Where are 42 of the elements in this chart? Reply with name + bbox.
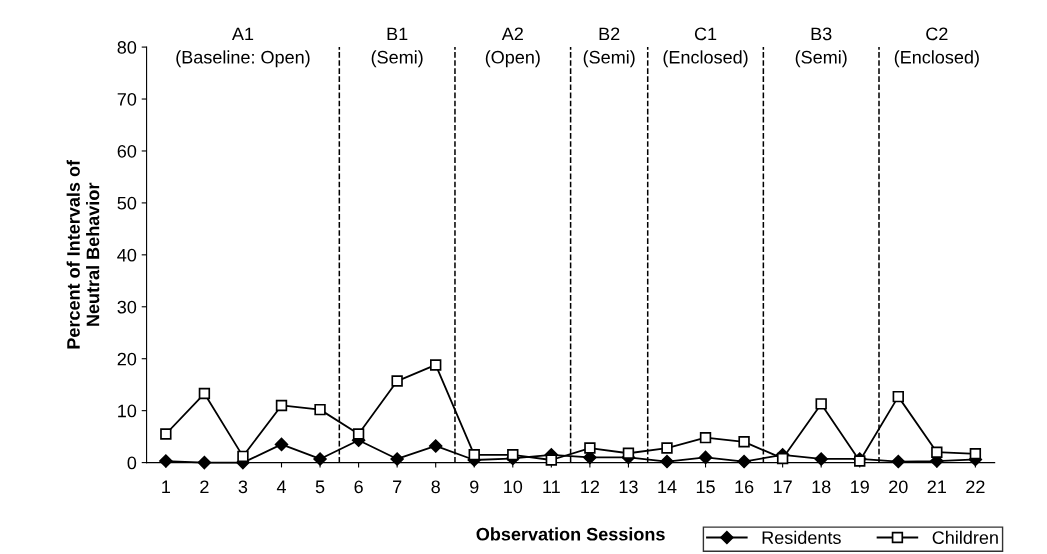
y-tick-label: 50 xyxy=(117,196,137,210)
annotation: C2 (Enclosed) xyxy=(894,27,979,68)
x-tick-label: 6 xyxy=(354,480,363,494)
x-tick-label: 12 xyxy=(581,480,600,494)
legend-label: Residents xyxy=(762,530,841,545)
x-axis-title: Observation Sessions xyxy=(476,527,665,541)
y-tick-label: 80 xyxy=(117,41,137,54)
x-tick-label: 18 xyxy=(812,480,831,494)
x-tick-label: 15 xyxy=(696,480,715,494)
x-tick-label: 2 xyxy=(200,480,209,494)
legend-label: Children xyxy=(932,530,998,545)
x-tick-label: 8 xyxy=(431,480,440,494)
annotation: A2 (Open) xyxy=(485,27,540,68)
y-tick-label: 0 xyxy=(127,456,137,470)
x-tick-label: 13 xyxy=(619,480,638,494)
annotation: B2 (Semi) xyxy=(583,27,635,68)
x-tick-label: 16 xyxy=(735,480,754,494)
annotation: A1 (Baseline: Open) xyxy=(176,27,310,68)
y-tick-label: 60 xyxy=(117,144,137,158)
y-tick-label: 10 xyxy=(118,404,137,418)
x-tick-label: 14 xyxy=(658,480,677,494)
x-tick-label: 11 xyxy=(543,480,560,494)
x-tick-label: 20 xyxy=(889,480,908,494)
x-tick-label: 22 xyxy=(966,480,985,494)
x-tick-label: 1 xyxy=(162,480,170,494)
x-tick-label: 10 xyxy=(504,480,523,494)
x-tick-label: 4 xyxy=(276,480,286,494)
x-tick-label: 17 xyxy=(773,480,792,494)
x-tick-label: 21 xyxy=(927,480,946,494)
y-tick-label: 40 xyxy=(117,248,137,262)
x-tick-label: 9 xyxy=(470,480,479,494)
annotation: B1 (Semi) xyxy=(371,27,423,68)
annotation: B3 (Semi) xyxy=(795,27,847,68)
y-tick-label: 20 xyxy=(117,352,137,366)
x-tick-label: 5 xyxy=(315,480,325,494)
y-tick-label: 70 xyxy=(117,92,137,106)
annotation: C1 (Enclosed) xyxy=(663,27,748,68)
x-tick-label: 19 xyxy=(851,480,869,494)
x-tick-label: 7 xyxy=(393,480,402,494)
y-tick-label: 30 xyxy=(117,300,137,314)
x-tick-label: 3 xyxy=(238,480,248,494)
y-axis-title: Percent of Intervals of Neutral Behavior xyxy=(66,159,100,349)
